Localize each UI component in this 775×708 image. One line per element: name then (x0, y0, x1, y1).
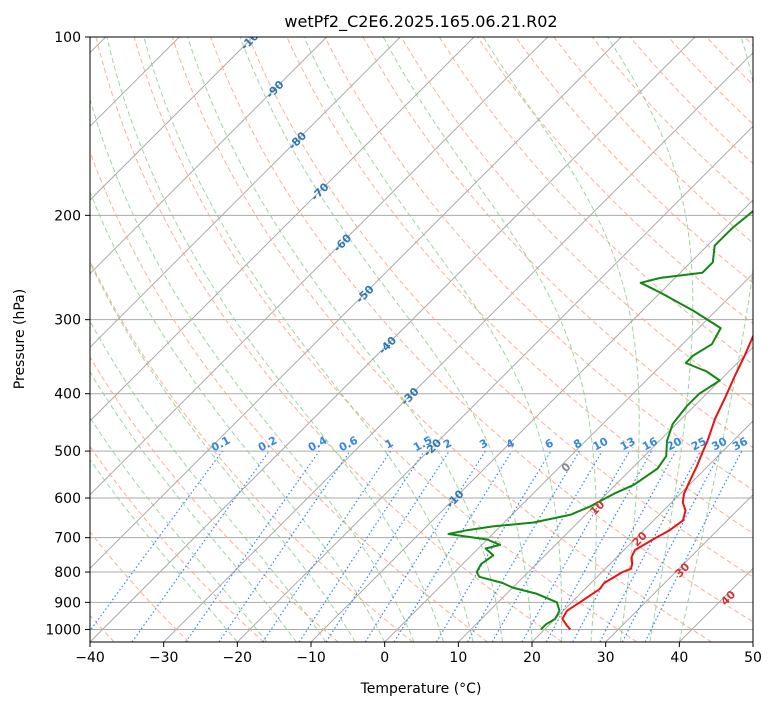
pressure-gridlines (90, 37, 753, 630)
mixing-ratio-line (185, 450, 320, 642)
dry-adiabat-line (324, 37, 753, 491)
x-tick-label: 50 (744, 650, 762, 666)
x-tick-label: −10 (296, 650, 326, 666)
isotherm-line (163, 51, 753, 642)
mixing-ratio-label: 30 (710, 435, 730, 454)
mixing-ratio-line (521, 450, 631, 642)
mixing-ratio-line (364, 450, 486, 642)
y-tick-label: 700 (54, 531, 81, 547)
mixing-ratio-lines (90, 450, 743, 642)
mixing-ratio-label: 10 (591, 435, 611, 454)
x-tick-label: 20 (523, 650, 541, 666)
y-tick-label: 600 (54, 491, 81, 507)
dry-adiabat-line (95, 37, 563, 642)
x-tick-label: 0 (380, 650, 389, 666)
y-axis-ticks: 100 200 300 400 500 600 700 800 900 1000 (45, 30, 90, 638)
moist-adiabat-line (482, 37, 640, 642)
moist-adiabat-line (678, 37, 753, 642)
dry-adiabat-line (286, 37, 753, 534)
x-tick-label: −40 (75, 650, 105, 666)
mixing-ratio-label: 16 (640, 435, 660, 454)
dry-adiabat-line (591, 37, 753, 204)
isotherm-line (90, 37, 622, 570)
isotherm-line (90, 37, 549, 496)
moist-adiabat-line (90, 261, 356, 642)
isotherm-line (384, 272, 753, 642)
moist-adiabat-line (239, 37, 533, 642)
dry-adiabat-line (400, 37, 753, 407)
mixing-ratio-line (131, 450, 270, 642)
dry-adiabat-line (210, 37, 753, 623)
y-tick-label: 300 (54, 313, 81, 329)
profile-lines (447, 209, 753, 631)
y-tick-label: 900 (54, 595, 81, 611)
x-tick-label: 40 (670, 650, 688, 666)
mixing-ratio-line (466, 450, 580, 642)
dry-adiabat-line (362, 37, 753, 449)
dry-adiabat-line (90, 259, 414, 642)
mixing-ratio-label: 20 (664, 435, 684, 454)
dry-adiabat-line (133, 37, 638, 642)
moist-adiabat-line (303, 37, 563, 642)
y-tick-label: 1000 (45, 622, 81, 638)
y-axis-label: Pressure (hPa) (12, 289, 28, 389)
moist-adiabat-line (143, 37, 474, 642)
isotherm-line (605, 493, 753, 642)
y-tick-label: 500 (54, 444, 81, 460)
isotherm-line (90, 37, 254, 201)
plot-area: 0.1 0.2 0.4 0.6 1 1.5 2 3 4 6 8 10 13 16 20 25 30 36-100-… (90, 37, 753, 642)
dewpoint-profile-line (447, 209, 753, 631)
dry-adiabat-line (553, 37, 753, 244)
moist-adiabat-line (90, 458, 238, 642)
moist-adiabat-line (187, 37, 503, 642)
moist-adiabat-line (90, 190, 386, 642)
chart-title: wetPf2_C2E6.2025.165.06.21.R02 (284, 12, 557, 32)
isotherm-line (236, 125, 753, 642)
dry-adiabat-line (171, 37, 712, 642)
x-tick-label: 10 (449, 650, 467, 666)
dry-adiabat-line (90, 150, 488, 642)
moist-adiabat-line (382, 37, 597, 642)
isotherm-line (90, 37, 328, 275)
x-tick-label: −30 (149, 650, 179, 666)
moist-adiabat-line (106, 37, 445, 642)
moist-adiabat-line (90, 416, 268, 642)
mixing-ratio-line (90, 450, 223, 632)
x-tick-label: −20 (223, 650, 253, 666)
mixing-ratio-line (572, 450, 677, 642)
mixing-ratio-line (435, 450, 552, 642)
y-tick-label: 400 (54, 387, 81, 403)
x-axis-label: Temperature (°C) (360, 681, 482, 697)
plot-background (90, 37, 753, 642)
temperature-profile-line (561, 334, 753, 631)
y-tick-label: 800 (54, 565, 81, 581)
moist-adiabat-line (90, 320, 327, 642)
dry-adiabat-line (438, 37, 753, 366)
y-tick-label: 200 (54, 208, 81, 224)
plot-frame (89, 36, 754, 643)
mixing-ratio-line (325, 450, 450, 642)
x-tick-label: 30 (597, 650, 615, 666)
isotherm-line (90, 37, 475, 422)
mixing-ratio-line (545, 450, 653, 642)
x-axis-ticks: −40 −30 −20 −10 0 10 20 30 40 50 (75, 642, 762, 666)
dry-adiabat-lines (90, 37, 753, 642)
isotherm-line (531, 420, 753, 642)
mixing-ratio-line (393, 450, 513, 642)
dry-adiabat-line (90, 531, 190, 642)
dry-adiabat-line (477, 37, 753, 325)
dry-adiabat-line (248, 37, 753, 578)
y-tick-label: 100 (54, 30, 81, 46)
mixing-ratio-label: 13 (618, 435, 638, 454)
moist-adiabat-line (607, 37, 694, 642)
isotherm-line (90, 37, 696, 642)
isotherm-line (90, 37, 401, 349)
dry-adiabat-line (90, 356, 339, 642)
moist-adiabat-lines (90, 37, 753, 642)
mixing-ratio-line (218, 450, 351, 642)
mixing-ratio-label: 25 (689, 435, 709, 454)
mixing-ratio-label: 36 (730, 435, 750, 454)
mixing-ratio-line (491, 450, 603, 642)
